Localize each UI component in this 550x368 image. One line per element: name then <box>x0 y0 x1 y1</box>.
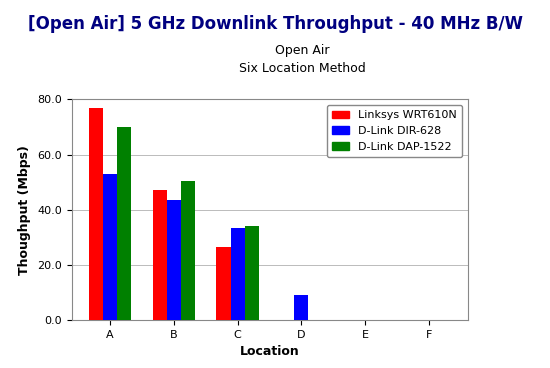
Legend: Linksys WRT610N, D-Link DIR-628, D-Link DAP-1522: Linksys WRT610N, D-Link DIR-628, D-Link … <box>327 105 462 157</box>
Text: Six Location Method: Six Location Method <box>239 63 366 75</box>
Bar <box>152 191 167 320</box>
Y-axis label: Thoughput (Mbps): Thoughput (Mbps) <box>19 145 31 275</box>
X-axis label: Location: Location <box>240 346 299 358</box>
Bar <box>294 295 309 320</box>
Text: [Open Air] 5 GHz Downlink Throughput - 40 MHz B/W: [Open Air] 5 GHz Downlink Throughput - 4… <box>28 15 522 33</box>
Bar <box>230 228 245 320</box>
Bar <box>117 127 131 320</box>
Bar <box>167 200 181 320</box>
Bar <box>181 181 195 320</box>
Bar <box>217 247 230 320</box>
Bar <box>103 174 117 320</box>
Bar <box>89 107 103 320</box>
Text: Open Air: Open Air <box>275 44 330 57</box>
Bar <box>245 226 258 320</box>
